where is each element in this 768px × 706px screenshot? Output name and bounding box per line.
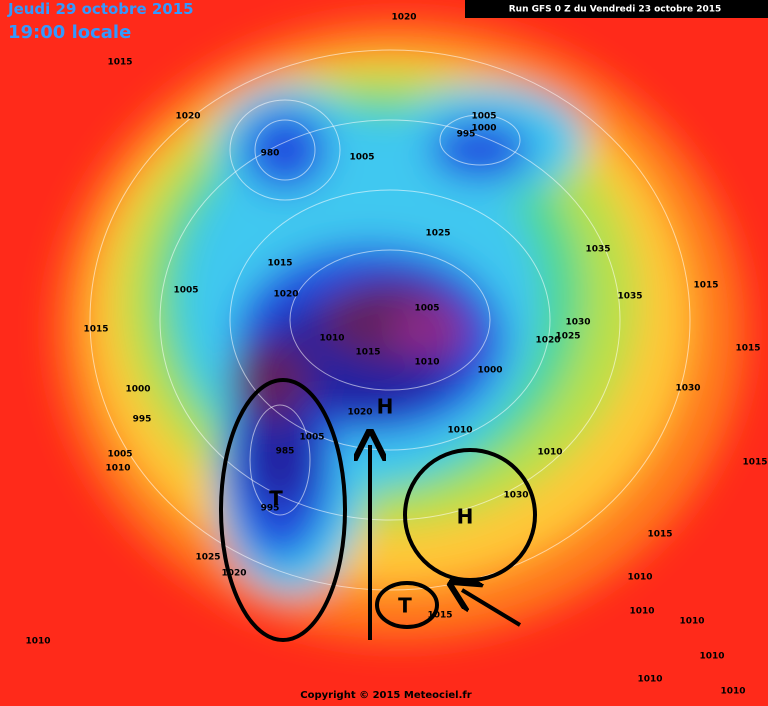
- isobar-label: 1000: [125, 385, 150, 395]
- isobar-label: 1015: [735, 344, 760, 354]
- annotations: [219, 378, 537, 642]
- isobar-label: 1010: [25, 637, 50, 647]
- isobar-label: 1005: [299, 433, 324, 443]
- isobar-label: 1020: [535, 336, 560, 346]
- isobar-label: 1010: [637, 675, 662, 685]
- isobar-label: 1015: [355, 348, 380, 358]
- isobar-label: 1015: [83, 325, 108, 335]
- isobar-label: 1020: [175, 112, 200, 122]
- isobar-label: 1035: [585, 245, 610, 255]
- isobar-label: 1015: [693, 281, 718, 291]
- isobar-label: 1010: [447, 426, 472, 436]
- isobar-label: 1015: [742, 458, 767, 468]
- isobar-label: 1010: [105, 464, 130, 474]
- pressure-center: H: [457, 505, 474, 529]
- isobar-label: 1010: [720, 687, 745, 697]
- isobar-label: 1015: [267, 259, 292, 269]
- pressure-center: T: [398, 594, 412, 618]
- date: Jeudi 29 octobre 2015: [7, 0, 194, 18]
- run-info: Run GFS 0 Z du Vendredi 23 octobre 2015: [509, 5, 722, 15]
- isobar-label: 1025: [195, 553, 220, 563]
- isobar-label: 1000: [477, 366, 502, 376]
- isobar-label: 1015: [647, 530, 672, 540]
- isobar-label: 985: [276, 447, 295, 457]
- isobar-label: 1010: [679, 617, 704, 627]
- isobar-label: 1010: [319, 334, 344, 344]
- pressure-center: H: [377, 395, 394, 419]
- run-bar: [465, 0, 768, 18]
- isobar-label: 1005: [349, 153, 374, 163]
- copyright: Copyright © 2015 Meteociel.fr: [300, 690, 471, 701]
- isobar-label: 995: [261, 504, 280, 514]
- isobars: [89, 49, 691, 591]
- isobar-label: 1030: [503, 491, 528, 501]
- isobar-label: 1010: [629, 607, 654, 617]
- isobar-label: 1030: [675, 384, 700, 394]
- isobar-label: 1005: [173, 286, 198, 296]
- isobar-label: 1010: [699, 652, 724, 662]
- isobar-label: 995: [133, 415, 152, 425]
- isobar-label: 1005: [107, 450, 132, 460]
- isobar-label: 995: [457, 130, 476, 140]
- isobar-label: 1035: [617, 292, 642, 302]
- isobar-label: 1005: [414, 304, 439, 314]
- isobar-label: 1010: [627, 573, 652, 583]
- isobar-label: 1020: [221, 569, 246, 579]
- isobar-label: 1005: [471, 112, 496, 122]
- isobar-label: 1015: [427, 611, 452, 621]
- isobar-label: 1015: [107, 58, 132, 68]
- isobar-label: 1020: [347, 408, 372, 418]
- pressure-center: T: [269, 487, 283, 511]
- isobar-label: 1000: [471, 124, 496, 134]
- isobar-label: 1020: [273, 290, 298, 300]
- isobar-label: 980: [261, 149, 280, 159]
- isobar-label: 1025: [555, 332, 580, 342]
- isobar-label: 1010: [537, 448, 562, 458]
- isobar-label: 1030: [565, 318, 590, 328]
- isobar-label: 1010: [414, 358, 439, 368]
- isobar-label: 1025: [425, 229, 450, 239]
- pressure-field: [55, 20, 745, 640]
- time: 19:00 locale: [8, 22, 131, 43]
- isobar-label: 1020: [391, 13, 416, 23]
